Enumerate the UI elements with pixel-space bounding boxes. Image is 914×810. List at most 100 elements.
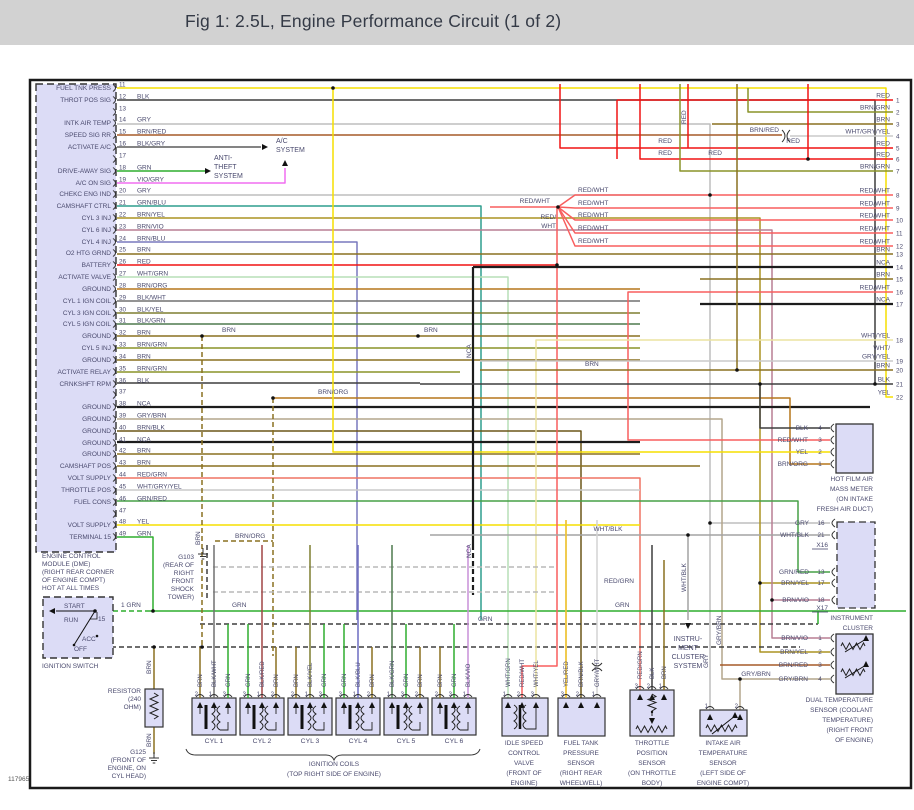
glyph: [844, 638, 867, 653]
ignition-switch-caption: IGNITION SWITCH: [42, 663, 99, 670]
wire-color-label: BRN/GRN: [137, 366, 167, 373]
right-pin-number: 21: [896, 382, 904, 389]
ecm-pin-number: 23: [119, 224, 127, 231]
pin-bracket-icon: [531, 694, 541, 698]
fuel-tank-pressure-sensor-caption: WHEELWELL): [560, 780, 603, 787]
wire-color-label: 1 GRN: [121, 602, 141, 609]
right-pin-number: 10: [896, 218, 904, 225]
pin-number: 21: [817, 532, 825, 539]
ignition-switch-box: [42, 596, 114, 659]
junction-dot: [758, 581, 762, 585]
glyph: [343, 706, 373, 731]
ecm-pin-bracket-icon: [112, 273, 116, 281]
thermistor-icon: [635, 724, 668, 734]
ecm-signal-label: INTK AIR TEMP: [64, 120, 111, 127]
pin-bracket-icon: [463, 694, 473, 698]
ecm-pin-bracket-icon: [112, 214, 116, 222]
ecm-signal-label: O2 HTG GRND: [66, 250, 111, 257]
pin-bracket-icon: [319, 694, 329, 698]
pin-bracket-icon: [503, 694, 513, 698]
wire: [557, 206, 893, 247]
wire-color-label: RED/GRN: [638, 651, 644, 679]
coil-name: CYL 2: [253, 738, 272, 745]
pin-bracket-icon: [592, 694, 602, 698]
wire-color-label: BRN: [876, 363, 890, 370]
diagram-frame: [28, 78, 913, 790]
wire-color-label: WHT/GRY/YEL: [845, 129, 890, 136]
ecm-pin-number: 49: [119, 531, 127, 538]
wire-color-label: RED/WHT: [578, 187, 608, 194]
pin-number: 2: [435, 692, 439, 698]
wire-color-label: BRN: [876, 117, 890, 124]
pin-bracket-icon: [705, 706, 715, 710]
arrow-icon: [245, 702, 251, 708]
ecm-pin-number: 16: [119, 141, 127, 148]
arrow-icon: [341, 702, 347, 708]
pin-number: 18: [817, 597, 825, 604]
coil-winding-icon: [360, 705, 365, 731]
wire-color-label: BRN: [222, 327, 236, 334]
ecm-signal-label: ACTIVATE VALVE: [58, 274, 111, 281]
dual-temperature-sensor-caption: OF ENGINE): [835, 737, 873, 744]
wire: [117, 418, 830, 680]
junction-dot: [555, 263, 559, 267]
wire-color-label: GRY/YEL: [862, 354, 890, 361]
glyph: [199, 706, 229, 731]
throttle-position-sensor-caption: POSITION: [636, 750, 667, 757]
junction-dot: [331, 86, 335, 90]
pin-number: 3: [531, 692, 535, 698]
junction-dot: [873, 382, 877, 386]
pin-bracket-icon: [339, 694, 349, 698]
ecm-pin-number: 26: [119, 259, 127, 266]
pin-number: 1: [818, 461, 822, 468]
ecm-signal-label: GROUND: [82, 404, 111, 411]
arrow-icon: [225, 702, 231, 708]
wire-color-label: BRN/RED: [137, 129, 167, 136]
wire: [535, 339, 893, 698]
arrow-icon: [369, 702, 375, 708]
arrow-icon: [465, 702, 471, 708]
wire-color-label: BRN: [146, 660, 153, 674]
pin-bracket-icon: [830, 674, 835, 684]
pin-number: 3: [223, 692, 227, 698]
wire-color-label: BRN/BLK: [137, 425, 165, 432]
arrow-icon: [863, 635, 869, 641]
arrow-icon: [293, 702, 299, 708]
wire-color-label: BRN: [662, 666, 668, 679]
ground-g125-caption: (FRONT OF: [111, 757, 146, 764]
right-pin-number: 13: [896, 252, 904, 259]
glyph: [247, 706, 277, 731]
pin-number: 4: [818, 425, 822, 432]
ecm-pin-bracket-icon: [112, 297, 116, 305]
wire-color-label: WHT/YEL: [861, 333, 890, 340]
junction-dot: [650, 710, 654, 714]
pin-bracket-icon: [830, 423, 835, 433]
pin-bracket-icon: [367, 694, 377, 698]
wire-color-label: RED/WHT: [578, 212, 608, 219]
intake-air-temperature-sensor-caption: ENGINE COMPT): [697, 780, 749, 787]
ecm-pin-number: 12: [119, 94, 127, 101]
glyph: [711, 715, 736, 735]
wire: [627, 291, 893, 441]
connector-break-icon: [786, 129, 791, 143]
wire-color-label: WHT/GRN: [137, 271, 168, 278]
wire-color-label: RED: [658, 150, 672, 157]
arrow-icon: [732, 712, 738, 718]
right-pin-number: 18: [896, 338, 904, 345]
wire-color-label: WHT: [541, 223, 556, 230]
wire: [117, 87, 893, 398]
instrument-cluster-box: [836, 521, 876, 609]
wire-color-label: GRN: [246, 674, 252, 687]
ecm-pin-bracket-icon: [112, 332, 116, 340]
throttle-position-sensor-caption: THROTTLE: [635, 740, 670, 747]
wire-color-label: BRN/GRN: [860, 164, 890, 171]
wire-color-label: BRN/ORG: [778, 461, 808, 468]
ecm-pin-number: 24: [119, 236, 127, 243]
coil-name: CYL 3: [301, 738, 320, 745]
pin-bracket-icon: [449, 694, 459, 698]
pin-number: 1: [387, 692, 391, 698]
pin-number: 17: [817, 580, 825, 587]
arrow-icon: [321, 702, 327, 708]
wire-color-label: BRN: [137, 460, 151, 467]
switch-position-acc: ACC: [82, 636, 96, 643]
